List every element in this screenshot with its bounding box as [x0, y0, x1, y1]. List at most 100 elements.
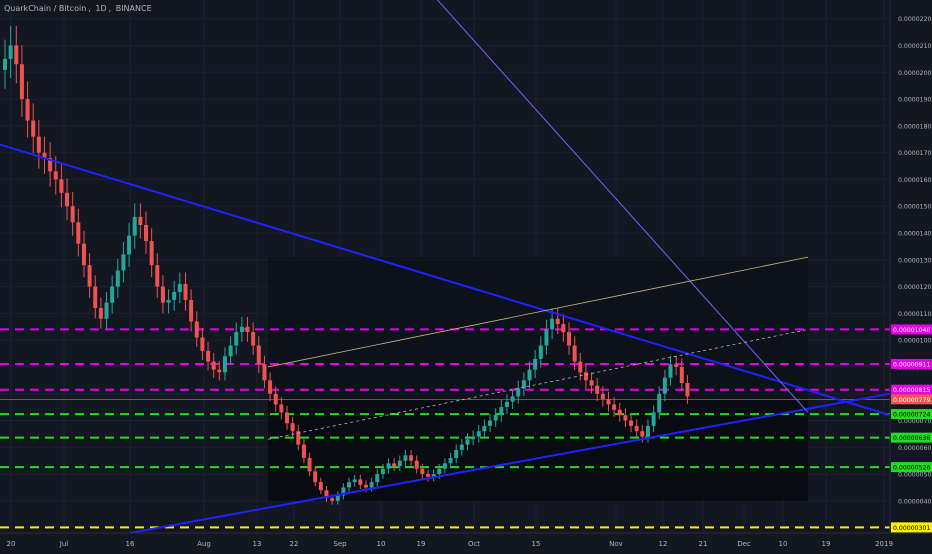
candle-body-down	[279, 404, 284, 413]
candle-body-up	[8, 45, 13, 59]
x-tick-label: Aug	[197, 540, 211, 548]
candle-body-up	[471, 436, 476, 440]
candle-body-up	[493, 415, 498, 421]
candle-body-down	[307, 458, 312, 472]
x-tick-label: 19	[822, 540, 831, 548]
x-tick-label: Dec	[737, 540, 751, 548]
candle-body-up	[375, 474, 380, 483]
candle-body-up	[397, 460, 402, 467]
candle-body-down	[685, 383, 690, 397]
candle-body-down	[572, 345, 577, 362]
candle-body-up	[386, 463, 391, 469]
y-tick-label: 0.00002200	[898, 16, 932, 23]
channel-shading	[268, 257, 808, 501]
price-tag-bg	[891, 394, 932, 405]
y-tick-label: 0.00001000	[898, 338, 932, 345]
candle-body-down	[363, 484, 368, 488]
x-tick-label: 10	[779, 540, 788, 548]
chart-title: QuarkChain / Bitcoin, 1D, BINANCE	[4, 4, 154, 13]
price-tag-bg	[891, 358, 932, 369]
price-tag-label: 0.00000301	[893, 525, 930, 532]
candle-body-up	[645, 425, 650, 437]
candle-body-down	[640, 431, 645, 437]
candle-body-down	[81, 243, 86, 266]
y-tick-label: 0.00001500	[898, 204, 932, 211]
candle-body-down	[59, 179, 64, 193]
x-tick-label: 2019	[875, 540, 893, 548]
candle-body-down	[634, 425, 639, 432]
candle-body-up	[662, 377, 667, 394]
candle-body-up	[448, 458, 453, 464]
candle-body-down	[561, 324, 566, 333]
price-tag-bg	[891, 384, 932, 395]
candle-body-down	[409, 455, 414, 461]
y-tick-label: 0.00001100	[898, 311, 932, 318]
candle-body-down	[623, 415, 628, 421]
candle-body-up	[347, 482, 352, 488]
candle-body-down	[160, 286, 165, 303]
interval-label: 1D	[95, 4, 107, 13]
x-tick-label: 16	[126, 540, 135, 548]
candle-body-down	[420, 468, 425, 475]
candle-body-up	[403, 455, 408, 461]
candle-body-down	[324, 490, 329, 499]
candle-body-up	[228, 345, 233, 357]
price-tag-bg	[891, 432, 932, 443]
candle-body-down	[612, 404, 617, 410]
candle-body-down	[268, 380, 273, 394]
candle-body-down	[296, 431, 301, 445]
descending-trendline	[0, 143, 891, 417]
candle-body-down	[87, 265, 92, 287]
y-tick-label: 0.00001700	[898, 150, 932, 157]
candle-body-down	[217, 369, 222, 373]
price-axis[interactable]: 0.00000400 0.00000500 0.00000600 0.00000700…	[889, 0, 932, 533]
time-axis[interactable]: 20 Jul 16 Aug 13 22 Sep 10 19 Oct 15 Nov 12 21 Dec 10 19…	[0, 532, 932, 548]
candle-body-down	[426, 474, 430, 477]
candle-body-up	[488, 420, 493, 426]
candle-body-up	[132, 216, 137, 236]
candle-body-down	[555, 318, 560, 325]
candle-body-down	[578, 361, 583, 373]
x-tick-label: 13	[253, 540, 262, 548]
candle-body-up	[538, 345, 543, 359]
channel-midline	[267, 329, 809, 440]
candles	[3, 25, 690, 505]
candle-body-up	[521, 380, 526, 389]
candle-body-down	[48, 158, 53, 172]
candle-body-down	[358, 479, 363, 485]
x-tick-label: 22	[290, 540, 299, 548]
channel-support-line	[436, 0, 809, 413]
exchange-label: BINANCE	[115, 4, 152, 13]
candle-body-up	[504, 401, 509, 408]
candle-body-down	[194, 321, 199, 338]
horizontal-levels	[0, 328, 890, 529]
candle-body-down	[589, 380, 594, 386]
price-tag-bg	[891, 522, 932, 533]
candle-body-down	[98, 308, 103, 319]
price-tag-label: 0.00000815	[893, 387, 930, 394]
candle-body-down	[65, 192, 70, 207]
x-tick-label: 15	[532, 540, 541, 548]
candle-body-up	[110, 286, 115, 303]
candle-body-down	[31, 120, 36, 137]
candle-body-up	[177, 283, 182, 292]
candle-body-down	[617, 409, 622, 416]
candle-body-up	[668, 364, 673, 378]
price-tag-bg	[891, 324, 932, 335]
candle-body-down	[330, 498, 335, 501]
candle-body-up	[380, 468, 385, 475]
candle-body-up	[352, 479, 357, 483]
candle-body-up	[115, 270, 120, 287]
x-tick-label: Sep	[333, 540, 347, 548]
x-tick-label: 21	[699, 540, 708, 548]
price-tag-label: 0.00000636	[893, 435, 930, 442]
price-tag-label: 0.00000911	[893, 361, 930, 368]
candle-body-up	[482, 425, 487, 432]
candle-body-down	[93, 286, 98, 308]
separator: ,	[88, 4, 94, 13]
y-tick-label: 0.00001900	[898, 97, 932, 104]
candle-body-down	[679, 366, 684, 383]
x-tick-label: 12	[659, 540, 668, 548]
